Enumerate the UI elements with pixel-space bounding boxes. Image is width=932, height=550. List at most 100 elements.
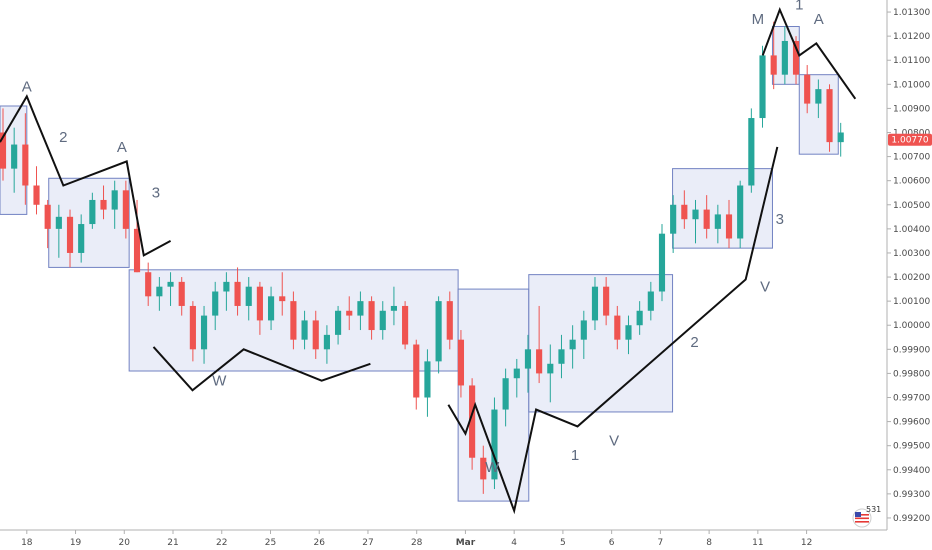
- candle-body: [692, 209, 699, 220]
- candle-body: [357, 301, 364, 316]
- x-tick-label: 12: [801, 538, 812, 548]
- wave-label: W: [212, 372, 227, 389]
- candle-body: [446, 301, 453, 340]
- candle-body: [167, 281, 174, 287]
- candle-body: [413, 344, 420, 398]
- x-tick-label: 18: [21, 538, 33, 548]
- candle-body: [323, 334, 330, 350]
- wave-label: 2: [59, 129, 67, 146]
- candle-body: [189, 305, 196, 350]
- x-tick-label: 20: [119, 538, 131, 548]
- y-tick-label: 1.00700: [893, 153, 930, 163]
- wave-label: 3: [152, 185, 160, 202]
- us-flag-icon[interactable]: [852, 508, 872, 528]
- range-boxes: [0, 26, 839, 502]
- y-tick-label: 1.00200: [893, 273, 930, 283]
- candle-body: [335, 310, 342, 335]
- x-tick-label: 7: [658, 538, 664, 548]
- candle-body: [536, 349, 543, 374]
- y-axis-ticks[interactable]: 1.01300 1.01200 1.01100 1.01000 1.00900 1.008…: [887, 8, 930, 524]
- wave-lines: [0, 6, 857, 515]
- candle-series: [0, 21, 844, 494]
- candle-body: [524, 349, 532, 369]
- candle-body: [781, 40, 788, 75]
- y-tick-label: 0.99800: [893, 369, 930, 379]
- candle-body: [748, 118, 755, 186]
- y-tick-label: 0.99900: [893, 345, 930, 355]
- x-tick-label: 8: [706, 538, 712, 548]
- x-axis-ticks[interactable]: 18 19 20 21 22 25 26 27 28 Mar 4 5 6 7 8 11 12: [21, 530, 812, 548]
- x-tick-label: 22: [216, 538, 227, 548]
- x-tick-label: 21: [167, 538, 178, 548]
- candle-body: [0, 132, 7, 169]
- wave-label: 1: [795, 0, 803, 14]
- last-price-tag: 1.00770: [888, 133, 932, 146]
- candle-body: [379, 310, 386, 331]
- x-tick-label: 25: [265, 538, 276, 548]
- candle-body: [402, 305, 409, 345]
- candle-body: [591, 286, 599, 321]
- candle-body: [346, 310, 353, 316]
- candle-body: [670, 204, 677, 234]
- y-tick-label: 1.00000: [893, 321, 930, 331]
- candle-body: [681, 204, 688, 220]
- wave-label: A: [117, 139, 127, 156]
- candle-body: [66, 216, 74, 253]
- y-tick-label: 1.01200: [893, 32, 930, 42]
- y-tick-label: 0.99200: [893, 514, 930, 524]
- candle-body: [133, 228, 141, 273]
- candle-body: [614, 315, 621, 340]
- candle-body: [658, 233, 666, 292]
- candle-body: [714, 214, 721, 229]
- candle-body: [178, 281, 185, 306]
- candle-body: [234, 281, 241, 306]
- candle-body: [636, 310, 643, 326]
- y-tick-label: 1.01300: [893, 8, 930, 18]
- x-tick-label: 4: [511, 538, 517, 548]
- candle-body: [33, 185, 40, 205]
- wave-line: [152, 346, 371, 392]
- candle-body: [122, 190, 129, 229]
- candle-body: [502, 378, 509, 410]
- y-tick-label: 0.99600: [893, 418, 930, 428]
- candle-body: [491, 409, 498, 480]
- candle-body: [212, 291, 219, 316]
- x-tick-label: Mar: [456, 538, 476, 548]
- candle-body: [256, 286, 263, 321]
- wave-label: A: [814, 11, 824, 28]
- y-tick-label: 0.99700: [893, 394, 930, 404]
- wave-label: 3: [776, 211, 784, 228]
- candle-body: [111, 190, 118, 210]
- wave-label: W: [485, 459, 500, 476]
- candle-body: [301, 320, 308, 340]
- y-tick-label: 0.99500: [893, 442, 930, 452]
- candle-body: [603, 286, 610, 316]
- y-tick-label: 1.00900: [893, 104, 930, 114]
- y-tick-label: 1.00100: [893, 297, 930, 307]
- y-tick-label: 1.00600: [893, 177, 930, 187]
- candle-body: [826, 89, 833, 143]
- candle-body: [145, 272, 152, 297]
- x-tick-label: 11: [752, 538, 763, 548]
- candle-body: [804, 74, 811, 104]
- candle-body: [580, 320, 587, 340]
- wave-label: V: [760, 279, 770, 296]
- y-tick-label: 1.00500: [893, 201, 930, 211]
- candle-body: [312, 320, 319, 350]
- x-tick-label: 27: [362, 538, 373, 548]
- candle-body: [703, 209, 710, 229]
- candle-body: [100, 199, 107, 210]
- badge-count: 531: [866, 505, 881, 514]
- candle-body: [547, 363, 554, 374]
- candle-body: [792, 40, 800, 75]
- candle-body: [558, 349, 565, 364]
- candle-body: [513, 368, 520, 379]
- candle-body: [89, 199, 96, 225]
- candle-body: [368, 301, 375, 331]
- candle-body: [837, 132, 844, 143]
- candle-body: [245, 286, 252, 306]
- candle-body: [480, 457, 487, 480]
- candle-body: [435, 301, 442, 362]
